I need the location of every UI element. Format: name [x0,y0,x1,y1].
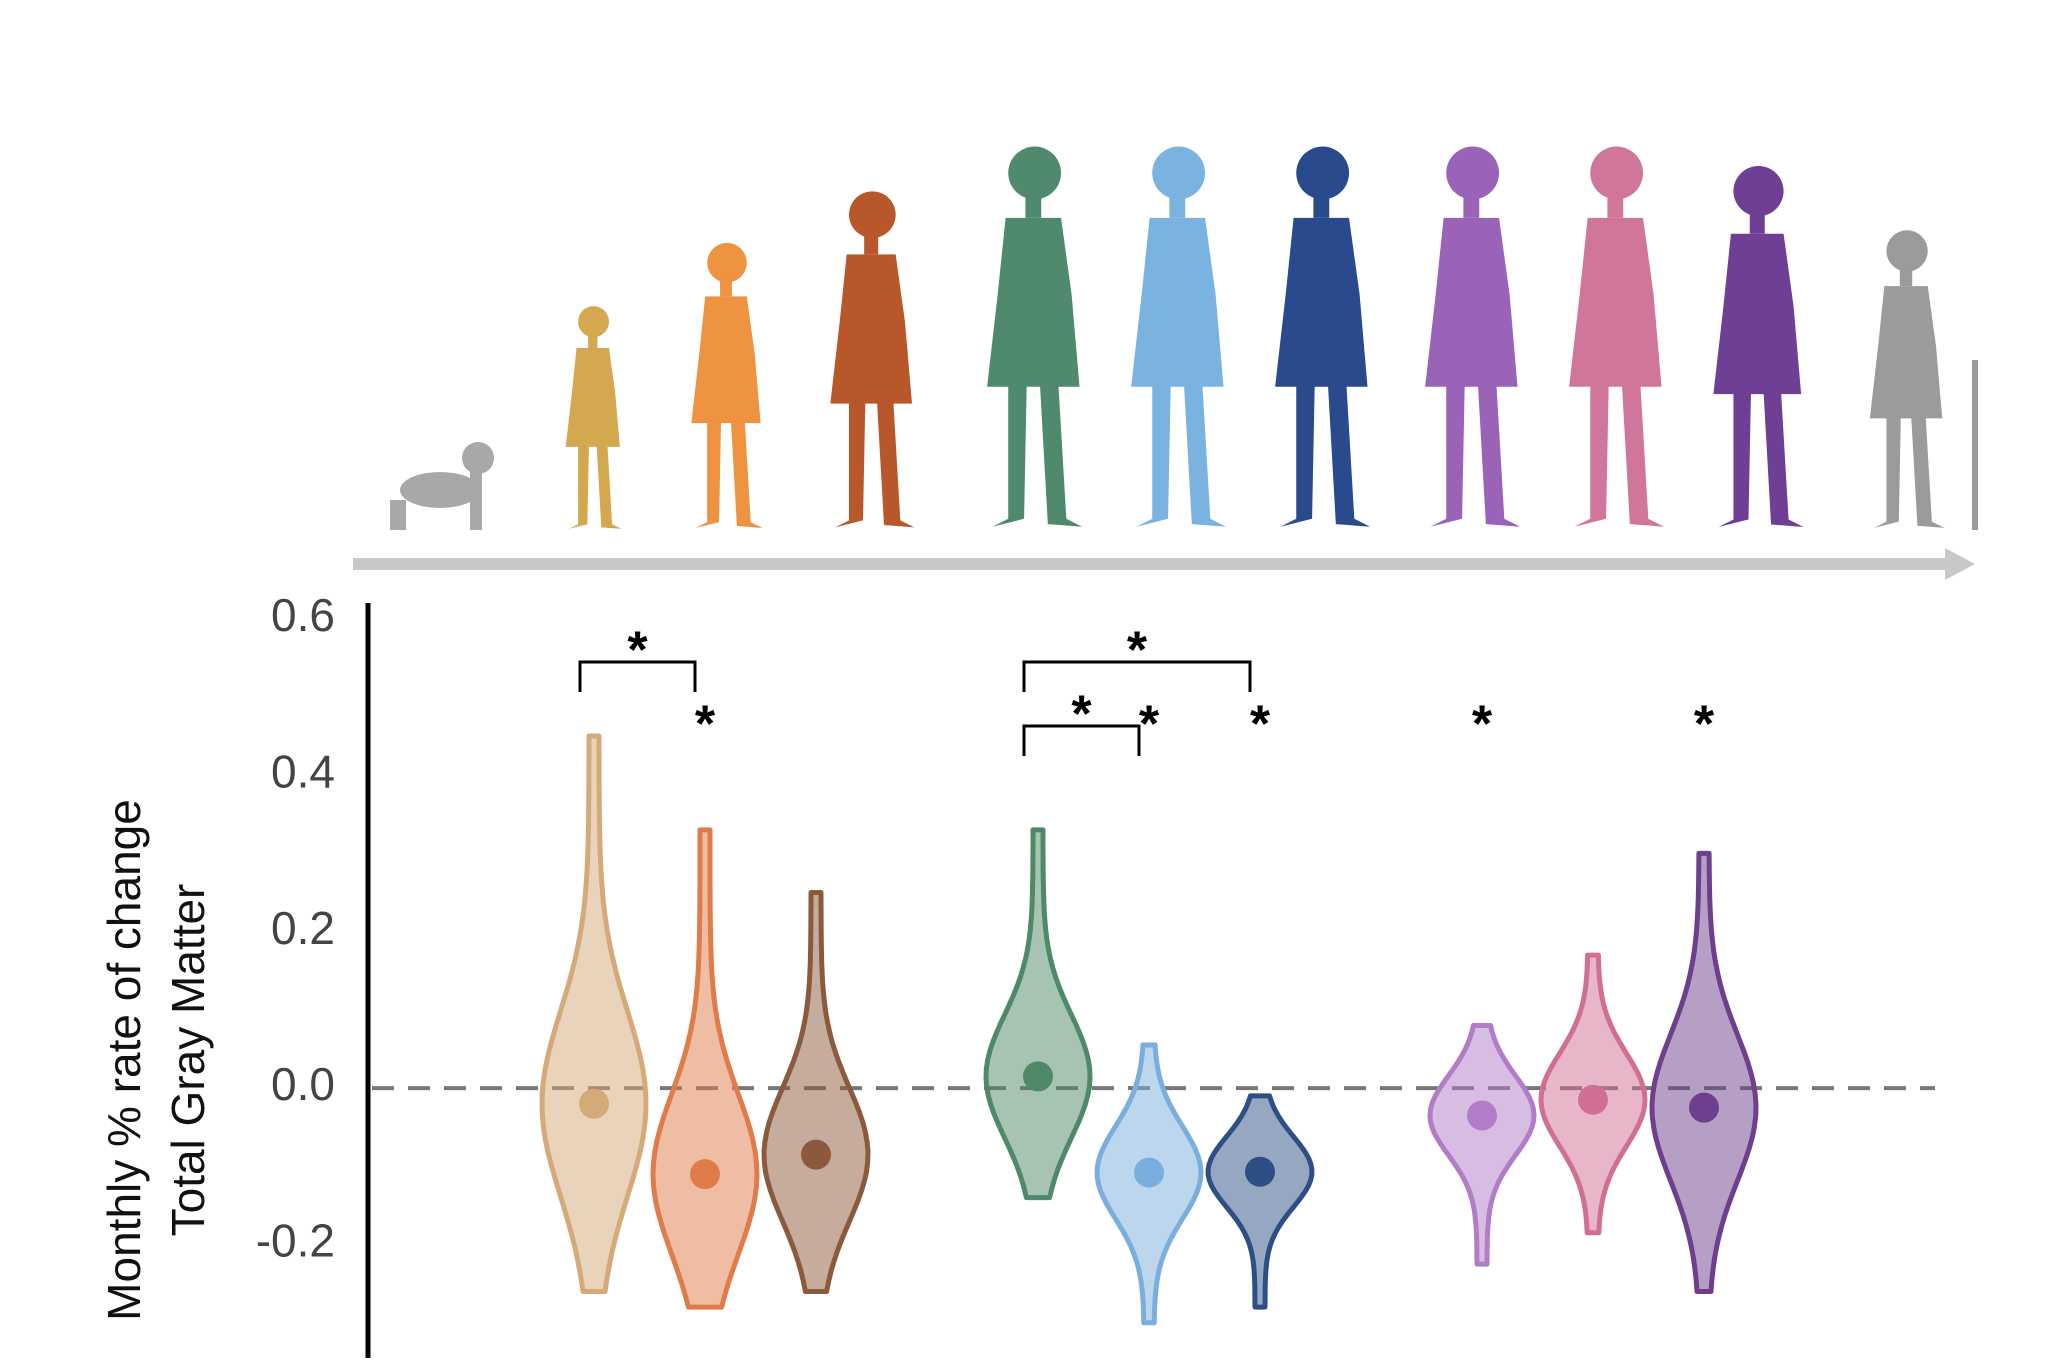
y-tick-label: 0.4 [271,745,335,797]
violin-body [650,827,760,1310]
child-figure [565,306,622,529]
timeline-arrow [353,548,1975,580]
mean-dot [801,1139,831,1170]
significance-star: * [1071,686,1092,744]
significance-star: * [1127,622,1148,680]
significance-star: * [627,622,648,680]
mean-dot [1689,1092,1719,1123]
adult-figure [1425,146,1521,527]
violin-body [539,733,649,1294]
y-axis-label: Monthly % rate of change [98,799,150,1321]
violin-body [761,890,871,1294]
life-stage-figures [390,146,1978,530]
mean-dot [1134,1157,1164,1188]
y-tick-label: 0.6 [271,589,335,641]
baby-figure [390,442,494,530]
significance-bracket [1022,724,1141,756]
mean-dot [690,1159,720,1190]
significance-star: * [1694,696,1715,754]
violin-body [983,827,1093,1201]
adult-figure [1713,166,1804,527]
elder-figure [1869,230,1945,528]
violin-body [1427,1023,1537,1267]
significance-star: * [1472,696,1493,754]
mean-dot [1023,1061,1053,1092]
significance-bracket [578,660,697,692]
violin-body [1649,850,1759,1294]
child-figure [691,242,763,529]
y-tick-label: 0.0 [271,1058,335,1110]
y-tick-label: -0.2 [256,1215,335,1267]
adult-figure [1569,146,1665,527]
mother-figure [1275,146,1371,527]
mean-dot [1245,1156,1275,1187]
y-tick-label: 0.2 [271,902,335,954]
mean-dot [1578,1084,1608,1115]
violin-body [1205,1093,1315,1310]
significance-star: * [1250,696,1271,754]
significance-bracket [1022,660,1252,692]
y-axis-label: Total Gray Matter [162,884,214,1237]
teen-figure [830,191,915,528]
significance-star: * [695,696,716,754]
mean-dot [1467,1100,1497,1131]
significance-star: * [1139,696,1160,754]
mean-dot [579,1088,609,1119]
cane [1972,360,1978,530]
adult-figure [987,146,1083,527]
pregnant-figure [1131,146,1227,527]
